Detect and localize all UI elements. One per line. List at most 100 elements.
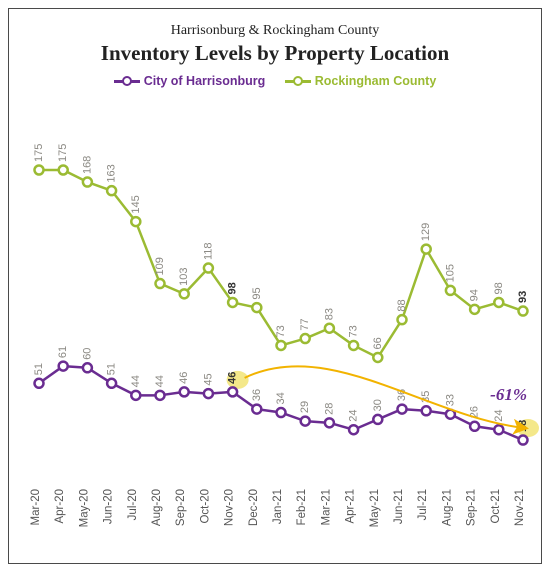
x-axis-label: Mar-20 — [30, 489, 42, 525]
data-label-rockingham: 66 — [372, 337, 384, 349]
series-marker-rockingham — [83, 178, 92, 187]
x-axis-label: Apr-21 — [345, 489, 357, 524]
data-label-rockingham: 118 — [202, 242, 214, 260]
data-label-rockingham: 98 — [493, 282, 505, 294]
chart-plot: Mar-20 Apr-20 May-20 Jun-20 Jul-20 Aug-20 Sep-… — [9, 121, 543, 565]
data-label-harrisonburg: 46 — [227, 372, 239, 384]
data-label-harrisonburg: 24 — [348, 409, 360, 421]
data-label-rockingham: 163 — [106, 164, 118, 182]
x-axis-label: Apr-20 — [54, 489, 66, 524]
series-marker-rockingham — [325, 324, 334, 333]
legend-marker-rockingham — [285, 74, 311, 88]
series-marker-harrisonburg — [494, 425, 503, 434]
data-label-rockingham: 88 — [396, 299, 408, 311]
data-label-rockingham: 109 — [154, 257, 166, 275]
series-marker-rockingham — [519, 307, 528, 316]
legend-item-harrisonburg: City of Harrisonburg — [114, 74, 266, 88]
data-label-harrisonburg: 51 — [33, 363, 45, 375]
series-marker-rockingham — [35, 166, 44, 175]
x-axis-label: Aug-20 — [151, 489, 163, 526]
data-label-rockingham: 73 — [275, 325, 287, 337]
data-label-rockingham: 175 — [33, 144, 45, 162]
data-label-harrisonburg: 44 — [154, 375, 166, 387]
data-label-harrisonburg: 34 — [275, 392, 287, 404]
series-marker-harrisonburg — [59, 362, 68, 371]
x-axis-label: May-21 — [369, 489, 381, 527]
x-axis-label: Nov-21 — [514, 489, 526, 526]
x-axis-label: Jul-20 — [127, 489, 139, 520]
x-axis-label: Jul-21 — [417, 489, 429, 520]
data-label-rockingham: 83 — [323, 308, 335, 320]
legend-label-harrisonburg: City of Harrisonburg — [144, 74, 266, 88]
x-axis-label: Mar-21 — [320, 489, 332, 525]
x-axis-label: Jan-21 — [272, 489, 284, 524]
series-marker-rockingham — [204, 264, 213, 273]
data-label-harrisonburg: 24 — [493, 409, 505, 421]
series-marker-harrisonburg — [204, 389, 213, 398]
data-label-rockingham: 95 — [251, 287, 263, 299]
data-label-harrisonburg: 29 — [299, 401, 311, 413]
series-marker-harrisonburg — [398, 405, 407, 414]
series-marker-harrisonburg — [349, 425, 358, 434]
series-marker-rockingham — [398, 315, 407, 324]
series-marker-rockingham — [107, 186, 116, 195]
data-label-rockingham: 73 — [348, 325, 360, 337]
data-label-rockingham: 98 — [227, 282, 239, 294]
series-marker-harrisonburg — [325, 418, 334, 427]
legend-label-rockingham: Rockingham County — [315, 74, 437, 88]
series-marker-harrisonburg — [252, 405, 261, 414]
series-marker-rockingham — [494, 298, 503, 307]
data-label-rockingham: 93 — [517, 291, 529, 303]
series-marker-rockingham — [156, 279, 165, 288]
x-axis-label: Nov-20 — [224, 489, 236, 526]
x-axis-label: Jun-21 — [393, 489, 405, 524]
series-marker-harrisonburg — [180, 387, 189, 396]
data-label-harrisonburg: 33 — [444, 394, 456, 406]
data-label-rockingham: 103 — [178, 267, 190, 285]
data-label-rockingham: 175 — [57, 144, 69, 162]
series-marker-harrisonburg — [228, 387, 237, 396]
x-axis-label: Dec-20 — [248, 489, 260, 526]
series-marker-rockingham — [470, 305, 479, 314]
series-marker-rockingham — [180, 289, 189, 298]
data-label-rockingham: 129 — [420, 223, 432, 241]
series-marker-rockingham — [131, 217, 140, 226]
data-label-rockingham: 168 — [81, 156, 93, 174]
series-marker-harrisonburg — [470, 422, 479, 431]
x-axis-label: Aug-21 — [441, 489, 453, 526]
series-marker-harrisonburg — [83, 363, 92, 372]
x-axis-label: Oct-21 — [490, 489, 502, 524]
series-marker-rockingham — [228, 298, 237, 307]
legend-marker-harrisonburg — [114, 74, 140, 88]
series-marker-harrisonburg — [519, 436, 528, 445]
data-label-harrisonburg: 45 — [202, 373, 214, 385]
data-label-harrisonburg: 36 — [251, 389, 263, 401]
series-marker-harrisonburg — [301, 417, 310, 426]
series-marker-rockingham — [446, 286, 455, 295]
series-marker-rockingham — [422, 245, 431, 254]
series-marker-rockingham — [373, 353, 382, 362]
series-marker-harrisonburg — [131, 391, 140, 400]
data-label-harrisonburg: 46 — [178, 372, 190, 384]
chart-subtitle: Harrisonburg & Rockingham County — [9, 23, 541, 39]
legend-item-rockingham: Rockingham County — [285, 74, 437, 88]
x-axis-label: Jun-20 — [103, 489, 115, 524]
series-marker-harrisonburg — [156, 391, 165, 400]
series-marker-rockingham — [59, 166, 68, 175]
series-marker-harrisonburg — [373, 415, 382, 424]
x-axis-label: Sep-21 — [466, 489, 478, 526]
x-axis-label: Sep-20 — [175, 489, 187, 526]
x-axis-label: Oct-20 — [199, 489, 211, 524]
data-label-rockingham: 94 — [469, 289, 481, 301]
data-label-rockingham: 145 — [130, 195, 142, 213]
x-axis-label: May-20 — [78, 489, 90, 527]
data-label-harrisonburg: 51 — [106, 363, 118, 375]
chart-frame: Harrisonburg & Rockingham County Invento… — [8, 8, 542, 564]
series-marker-harrisonburg — [107, 379, 116, 388]
data-label-harrisonburg: 18 — [517, 420, 529, 432]
data-label-harrisonburg: 28 — [323, 403, 335, 415]
change-annotation: -61% — [490, 385, 527, 404]
data-label-harrisonburg: 44 — [130, 375, 142, 387]
legend: City of Harrisonburg Rockingham County — [9, 74, 541, 91]
series-marker-harrisonburg — [35, 379, 44, 388]
